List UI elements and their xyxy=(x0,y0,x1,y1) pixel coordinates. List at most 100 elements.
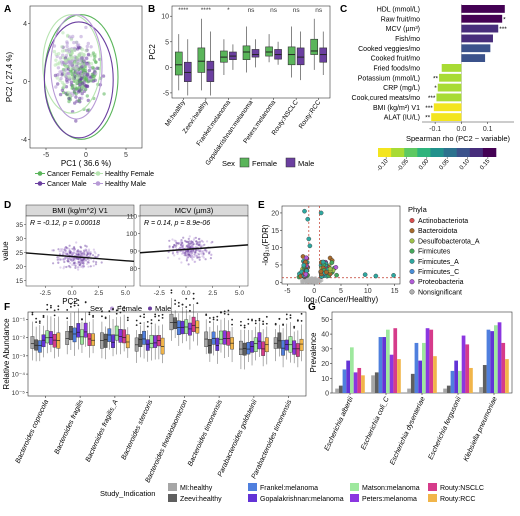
data-point xyxy=(183,251,187,255)
abundance-box xyxy=(239,340,243,355)
outlier-point xyxy=(77,304,80,307)
outlier-point xyxy=(227,309,230,312)
data-point xyxy=(66,253,69,256)
pca-point xyxy=(89,45,93,49)
data-point xyxy=(187,256,190,259)
data-point xyxy=(202,250,205,253)
pca-point xyxy=(60,49,65,53)
data-point xyxy=(68,244,71,247)
data-point xyxy=(179,246,182,249)
abundance-box xyxy=(91,333,95,346)
pca-point xyxy=(91,65,95,70)
data-point xyxy=(182,252,185,255)
data-point xyxy=(188,254,191,257)
data-point xyxy=(73,257,76,260)
colorbar-segment xyxy=(391,148,405,157)
data-point xyxy=(89,265,92,268)
prevalence-bar xyxy=(433,356,437,393)
data-point xyxy=(187,246,190,249)
data-point xyxy=(185,257,189,260)
outlier-point xyxy=(53,309,56,312)
significant-point xyxy=(305,216,311,222)
data-point xyxy=(190,240,193,243)
data-point xyxy=(81,252,84,255)
pca-point xyxy=(86,53,91,57)
significance-label: **** xyxy=(201,7,212,14)
data-point xyxy=(77,260,80,263)
data-point xyxy=(186,244,189,247)
y-tick-label: 4 xyxy=(23,21,27,28)
data-point xyxy=(65,252,68,255)
pca-point xyxy=(58,56,63,60)
data-point xyxy=(187,253,190,256)
panel-b-boxplot: -50510PC2****MI:healthy****Zeevi:healthy… xyxy=(148,5,331,168)
data-point xyxy=(89,252,92,255)
colorbar-label: -0.10 xyxy=(376,158,390,173)
x-axis-label: PC1 ( 36.6 %) xyxy=(61,159,112,168)
data-point xyxy=(75,252,78,255)
data-point xyxy=(185,252,189,255)
outlier-point xyxy=(135,324,138,327)
y-axis-label: Prevalence xyxy=(309,332,318,373)
data-point xyxy=(191,256,194,259)
data-point xyxy=(92,248,95,251)
outlier-point xyxy=(119,305,122,308)
data-point xyxy=(75,241,78,244)
data-point xyxy=(187,245,190,249)
data-point xyxy=(180,261,183,264)
data-point xyxy=(186,253,189,256)
legend-label: Male xyxy=(298,159,314,168)
data-point xyxy=(66,259,69,262)
pca-point xyxy=(78,70,83,74)
species-label: Escherichia fergusonii xyxy=(428,395,463,460)
data-point xyxy=(73,252,76,255)
variable-label: Potassium (mmol/L) xyxy=(358,75,420,82)
abundance-box xyxy=(176,320,181,335)
outlier-point xyxy=(35,317,38,320)
pca-point xyxy=(65,78,69,82)
data-point xyxy=(184,250,187,253)
y-tick-label: 80 xyxy=(130,266,138,273)
legend-label: Firmicutes_C xyxy=(418,269,459,276)
data-point xyxy=(65,265,68,269)
correlation-bar xyxy=(437,83,462,92)
data-point xyxy=(81,264,84,268)
data-point xyxy=(84,259,87,262)
significant-point xyxy=(318,210,324,216)
significant-point xyxy=(334,272,339,278)
data-point xyxy=(186,251,189,254)
data-point xyxy=(192,238,195,241)
data-point xyxy=(184,252,187,255)
data-point xyxy=(69,251,72,254)
data-point xyxy=(86,252,89,255)
data-point xyxy=(87,250,91,253)
pca-point xyxy=(54,85,58,89)
outlier-point xyxy=(38,320,41,323)
pca-point xyxy=(101,74,106,78)
data-point xyxy=(189,246,193,249)
data-point xyxy=(188,254,191,257)
pca-point xyxy=(60,88,65,93)
x-tick-label: 15 xyxy=(391,288,399,295)
data-point xyxy=(202,240,205,243)
outlier-point xyxy=(300,312,303,315)
data-point xyxy=(202,252,205,255)
pca-point xyxy=(60,60,64,64)
data-point xyxy=(205,250,208,253)
data-point xyxy=(185,259,188,262)
y-tick-label: 10 xyxy=(321,376,329,383)
pca-point xyxy=(55,76,59,80)
pca-point xyxy=(58,92,63,97)
x-tick-label: 10 xyxy=(364,288,372,295)
pca-point xyxy=(78,52,82,57)
abundance-box xyxy=(83,322,88,338)
data-point xyxy=(76,253,79,256)
y-tick-label: 0 xyxy=(23,79,27,86)
data-point xyxy=(180,242,183,245)
prevalence-bar xyxy=(378,337,383,393)
outlier-point xyxy=(265,315,268,318)
x-tick-label: 5.0 xyxy=(121,290,130,297)
data-point xyxy=(208,252,211,255)
legend-swatch xyxy=(409,228,415,234)
outlier-point xyxy=(258,317,261,320)
